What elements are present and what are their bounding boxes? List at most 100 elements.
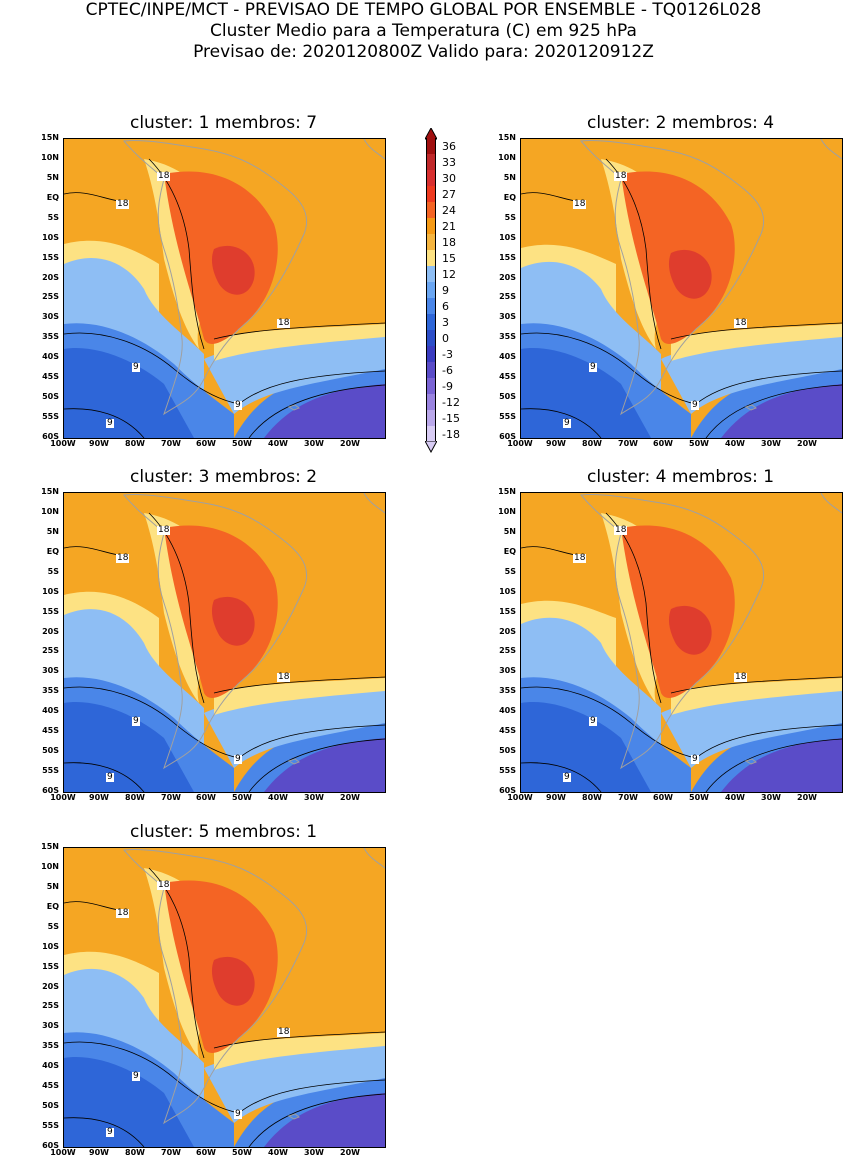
lon-label-4-1: 90W bbox=[546, 793, 566, 802]
lat-label-1-8: 25S bbox=[42, 292, 59, 302]
contour-label-3-5: 9 bbox=[234, 754, 242, 764]
colorbar-swatch-10 bbox=[426, 298, 436, 314]
lat-label-3-9: 30S bbox=[42, 666, 59, 676]
temperature-map-3: 18 18 18 9 9 9 bbox=[63, 492, 386, 793]
lat-label-1-11: 40S bbox=[42, 352, 59, 362]
colorbar-label-12: 0 bbox=[442, 332, 449, 345]
lat-label-3-1: 10N bbox=[41, 506, 59, 516]
lat-label-5-3: EQ bbox=[46, 901, 59, 911]
temperature-map-1: 18 18 18 9 9 9 bbox=[63, 138, 386, 439]
contour-label-5-5: 9 bbox=[234, 1109, 242, 1119]
lon-label-3-3: 70W bbox=[161, 793, 181, 802]
lat-label-1-10: 35S bbox=[42, 332, 59, 342]
lon-label-3-2: 80W bbox=[125, 793, 145, 802]
lon-label-2-3: 70W bbox=[618, 439, 638, 448]
temperature-map-2: 18 18 18 9 9 9 bbox=[520, 138, 843, 439]
lon-label-3-7: 30W bbox=[304, 793, 324, 802]
lat-label-5-0: 15N bbox=[41, 842, 59, 851]
lat-label-4-11: 40S bbox=[499, 706, 516, 716]
lat-label-4-10: 35S bbox=[499, 686, 516, 696]
lat-label-3-15: 60S bbox=[42, 786, 59, 795]
lat-label-2-14: 55S bbox=[499, 412, 516, 422]
lon-label-2-6: 40W bbox=[725, 439, 745, 448]
contour-label-3-4: 9 bbox=[132, 716, 140, 726]
contour-label-1-5: 9 bbox=[234, 400, 242, 410]
lon-label-1-7: 30W bbox=[304, 439, 324, 448]
contour-label-4-2: 18 bbox=[573, 553, 587, 563]
lon-label-3-4: 60W bbox=[196, 793, 216, 802]
colorbar-swatch-18 bbox=[426, 426, 436, 442]
colorbar-swatch-5 bbox=[426, 218, 436, 234]
lon-label-2-5: 50W bbox=[689, 439, 709, 448]
colorbar-swatch-13 bbox=[426, 346, 436, 362]
lon-label-4-2: 80W bbox=[582, 793, 602, 802]
colorbar-label-17: -15 bbox=[442, 412, 460, 425]
lat-label-1-4: 5S bbox=[47, 212, 59, 222]
lon-label-1-3: 70W bbox=[161, 439, 181, 448]
colorbar-label-13: -3 bbox=[442, 348, 453, 361]
panel-title-2: cluster: 2 membros: 4 bbox=[586, 113, 775, 133]
lat-label-4-14: 55S bbox=[499, 766, 516, 776]
contour-label-2-1: 18 bbox=[614, 171, 628, 181]
lat-label-5-11: 40S bbox=[42, 1061, 59, 1071]
lat-label-3-14: 55S bbox=[42, 766, 59, 776]
lat-label-2-0: 15N bbox=[498, 133, 516, 142]
lon-label-3-6: 40W bbox=[268, 793, 288, 802]
lat-label-2-12: 45S bbox=[499, 372, 516, 382]
contour-label-1-2: 18 bbox=[116, 199, 130, 209]
contour-label-1-4: 9 bbox=[132, 362, 140, 372]
lon-label-2-0: 100W bbox=[507, 439, 533, 448]
contour-label-5-6: 9 bbox=[106, 1127, 114, 1137]
colorbar-swatch-11 bbox=[426, 314, 436, 330]
lat-label-1-0: 15N bbox=[41, 133, 59, 142]
lat-label-2-2: 5N bbox=[503, 172, 516, 182]
lat-label-5-8: 25S bbox=[42, 1001, 59, 1011]
colorbar-label-9: 9 bbox=[442, 284, 449, 297]
header-dates: Previsao de: 2020120800Z Valido para: 20… bbox=[193, 42, 654, 62]
colorbar-label-7: 15 bbox=[442, 252, 456, 265]
temperature-map-5: 18 18 18 9 9 9 bbox=[63, 847, 386, 1148]
contour-label-5-3: 18 bbox=[277, 1027, 291, 1037]
lat-label-3-7: 20S bbox=[42, 626, 59, 636]
lon-label-5-4: 60W bbox=[196, 1148, 216, 1157]
contour-label-4-1: 18 bbox=[614, 525, 628, 535]
contour-label-4-3: 18 bbox=[734, 672, 748, 682]
colorbar-label-15: -9 bbox=[442, 380, 453, 393]
lat-label-4-0: 15N bbox=[498, 487, 516, 496]
contour-label-1-1: 18 bbox=[157, 171, 171, 181]
lat-label-5-9: 30S bbox=[42, 1021, 59, 1031]
lon-label-5-8: 20W bbox=[340, 1148, 360, 1157]
lat-label-3-12: 45S bbox=[42, 726, 59, 736]
lat-label-5-6: 15S bbox=[42, 961, 59, 971]
lon-label-1-2: 80W bbox=[125, 439, 145, 448]
lon-label-1-8: 20W bbox=[340, 439, 360, 448]
colorbar-label-0: 36 bbox=[442, 140, 456, 153]
lat-label-2-8: 25S bbox=[499, 292, 516, 302]
lon-label-4-0: 100W bbox=[507, 793, 533, 802]
lon-label-1-1: 90W bbox=[89, 439, 109, 448]
colorbar-swatch-0 bbox=[426, 138, 436, 154]
header-title: CPTEC/INPE/MCT - PREVISAO DE TEMPO GLOBA… bbox=[85, 0, 762, 20]
colorbar-label-18: -18 bbox=[442, 428, 460, 441]
lat-label-4-4: 5S bbox=[504, 566, 516, 576]
lat-label-4-7: 20S bbox=[499, 626, 516, 636]
colorbar-swatch-4 bbox=[426, 202, 436, 218]
colorbar-label-1: 33 bbox=[442, 156, 456, 169]
lat-label-3-0: 15N bbox=[41, 487, 59, 496]
lat-label-2-7: 20S bbox=[499, 272, 516, 282]
lat-label-4-8: 25S bbox=[499, 646, 516, 656]
lat-label-1-9: 30S bbox=[42, 312, 59, 322]
lat-label-2-15: 60S bbox=[499, 432, 516, 441]
lat-label-1-12: 45S bbox=[42, 372, 59, 382]
lat-label-5-12: 45S bbox=[42, 1081, 59, 1091]
lat-label-2-13: 50S bbox=[499, 392, 516, 402]
lat-label-2-9: 30S bbox=[499, 312, 516, 322]
contour-label-1-3: 18 bbox=[277, 318, 291, 328]
colorbar-swatch-1 bbox=[426, 154, 436, 170]
contour-label-2-2: 18 bbox=[573, 199, 587, 209]
colorbar-swatch-6 bbox=[426, 234, 436, 250]
lat-label-2-1: 10N bbox=[498, 152, 516, 162]
contour-label-3-2: 18 bbox=[116, 553, 130, 563]
lat-label-1-15: 60S bbox=[42, 432, 59, 441]
lon-label-5-1: 90W bbox=[89, 1148, 109, 1157]
